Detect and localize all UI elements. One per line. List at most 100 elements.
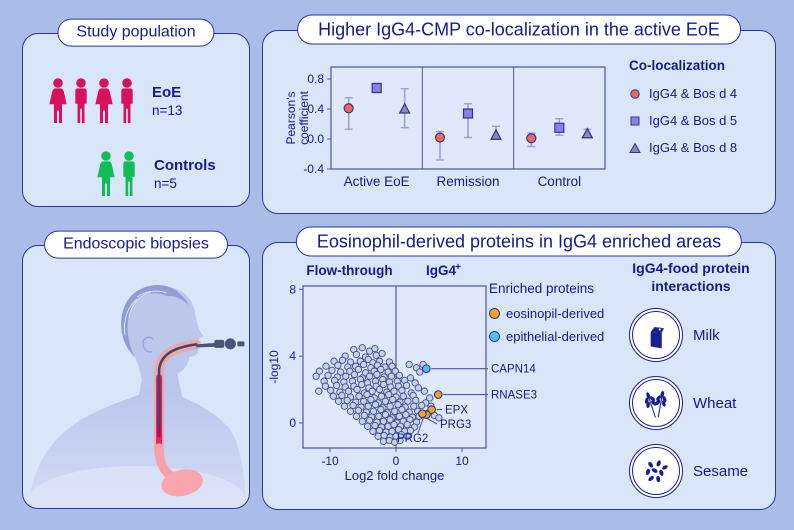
food-heading-line2: interactions xyxy=(651,278,731,295)
legend-item-epithelial: epithelial-derived xyxy=(489,329,604,344)
colocalization-title-pill: Higher IgG4-CMP co-localization in the a… xyxy=(297,14,741,45)
endoscopy-illustration-svg xyxy=(28,285,247,507)
biopsies-title-pill: Endoscopic biopsies xyxy=(44,230,228,259)
svg-text:0: 0 xyxy=(289,416,296,430)
proteomics-title-pill: Eosinophil-derived proteins in IgG4 enri… xyxy=(295,226,743,257)
legend-item-bos-d4: IgG4 & Bos d 4 xyxy=(629,87,737,101)
eoe-group-text: EoE n=13 xyxy=(152,84,182,118)
enriched-proteins-legend: Enriched proteins eosinopil-derived epit… xyxy=(489,281,604,344)
svg-text:Flow-through: Flow-through xyxy=(306,263,392,278)
legend-label-bos-d4: IgG4 & Bos d 4 xyxy=(649,86,738,101)
legend-item-bos-d5: IgG4 & Bos d 5 xyxy=(629,114,737,128)
colocalization-panel: Higher IgG4-CMP co-localization in the a… xyxy=(262,14,776,214)
svg-text:coefficient: coefficient xyxy=(297,90,311,144)
biopsies-title: Endoscopic biopsies xyxy=(63,235,209,253)
controls-group-row: Controls n=5 xyxy=(47,151,249,197)
food-item-sesame: Sesame xyxy=(629,444,767,499)
controls-figures xyxy=(95,151,141,197)
proteomics-panel: Eosinophil-derived proteins in IgG4 enri… xyxy=(262,226,776,510)
endoscopic-biopsies-panel: Endoscopic biopsies xyxy=(22,230,250,509)
legend-label-bos-d5: IgG4 & Bos d 5 xyxy=(649,113,738,128)
triangle-marker-icon xyxy=(629,142,641,154)
svg-text:10: 10 xyxy=(455,454,469,468)
endoscope-tube xyxy=(157,343,198,429)
milk-icon xyxy=(629,308,683,363)
blue-dot-icon xyxy=(489,331,500,342)
food-label-milk: Milk xyxy=(693,326,720,344)
food-item-milk: Milk xyxy=(629,308,767,363)
orange-dot-icon xyxy=(489,308,500,319)
svg-text:0: 0 xyxy=(393,454,400,468)
person-silhouette xyxy=(28,285,247,507)
svg-text:8: 8 xyxy=(289,282,296,296)
sesame-icon xyxy=(629,444,683,499)
series-markers xyxy=(343,82,594,144)
colocalization-legend: Co-localization IgG4 & Bos d 4 IgG4 & Bo… xyxy=(629,58,737,155)
svg-text:Control: Control xyxy=(538,174,582,189)
study-population-title-pill: Study population xyxy=(57,18,215,47)
pearson-plot-area: 0.8 0.4 0.0 -0.4 Pearson's coefficient Active … xyxy=(285,66,606,189)
svg-text:PRG3: PRG3 xyxy=(440,419,471,431)
colocalization-legend-title: Co-localization xyxy=(629,58,726,73)
volcano-highlighted-points: CAPN14 RNASE3 EPX PRG3 PRG2 xyxy=(397,364,537,445)
study-population-panel: Study population EoE n=13 Controls n=5 xyxy=(22,18,250,207)
svg-text:RNASE3: RNASE3 xyxy=(491,390,537,402)
study-population-content: EoE n=13 Controls n=5 xyxy=(23,34,249,206)
wheat-icon xyxy=(629,376,683,431)
female-person-icon xyxy=(97,151,115,196)
svg-text:-10: -10 xyxy=(321,454,339,468)
pearson-coefficient-chart: 0.8 0.4 0.0 -0.4 Pearson's coefficient Active … xyxy=(285,66,606,189)
male-person-icon xyxy=(75,78,87,123)
eoe-label: EoE xyxy=(152,84,182,101)
svg-text:-0.4: -0.4 xyxy=(303,162,324,176)
svg-text:Active EoE: Active EoE xyxy=(344,174,410,189)
stomach xyxy=(161,469,203,497)
svg-text:Log2 fold change: Log2 fold change xyxy=(345,468,445,483)
eoe-count: n=13 xyxy=(152,103,183,118)
svg-text:CAPN14: CAPN14 xyxy=(491,364,536,376)
food-interactions-heading: IgG4-food protein interactions xyxy=(615,259,767,295)
svg-text:Pearson's: Pearson's xyxy=(285,92,298,145)
food-interactions-column: IgG4-food protein interactions Milk xyxy=(615,259,767,499)
eoe-figures xyxy=(47,78,139,124)
controls-group-text: Controls n=5 xyxy=(154,157,216,191)
svg-text:4: 4 xyxy=(289,349,296,363)
enriched-proteins-legend-title: Enriched proteins xyxy=(489,281,595,296)
food-label-sesame: Sesame xyxy=(693,462,749,480)
svg-text:EPX: EPX xyxy=(445,405,468,417)
esophagus xyxy=(154,339,203,497)
endoscopy-illustration xyxy=(24,247,248,507)
colocalization-title: Higher IgG4-CMP co-localization in the a… xyxy=(318,19,720,39)
food-item-wheat: Wheat xyxy=(629,376,767,431)
svg-text:PRG2: PRG2 xyxy=(397,433,428,445)
male-person-icon xyxy=(121,78,133,123)
proteomics-title: Eosinophil-derived proteins in IgG4 enri… xyxy=(316,231,722,251)
food-label-wheat: Wheat xyxy=(693,394,737,412)
svg-text:+: + xyxy=(455,262,461,273)
controls-count: n=5 xyxy=(154,176,177,191)
svg-text:0.8: 0.8 xyxy=(307,72,324,86)
square-marker-icon xyxy=(629,115,641,127)
legend-item-bos-d8: IgG4 & Bos d 8 xyxy=(629,141,737,155)
legend-label-epithelial: epithelial-derived xyxy=(506,329,605,344)
volcano-plot-area: Flow-through IgG4 +0 4 8 -10 0 10 Log2 fold chan… xyxy=(269,262,537,483)
endoscope-icon xyxy=(196,338,245,350)
legend-item-eosinophil: eosinopil-derived xyxy=(489,306,604,321)
female-person-icon xyxy=(95,78,113,123)
svg-text:-log10: -log10 xyxy=(269,350,281,384)
food-heading-line1: IgG4-food protein xyxy=(632,260,750,276)
volcano-background-points xyxy=(312,344,443,446)
volcano-plot-chart: Flow-through IgG4 +0 4 8 -10 0 10 Log2 fold chan… xyxy=(269,262,537,483)
study-population-title: Study population xyxy=(76,23,196,41)
eoe-group-row: EoE n=13 xyxy=(47,78,249,124)
male-person-icon xyxy=(123,151,135,196)
svg-text:0.4: 0.4 xyxy=(307,102,324,116)
female-person-icon xyxy=(49,78,67,123)
legend-label-bos-d8: IgG4 & Bos d 8 xyxy=(649,140,738,155)
circle-marker-icon xyxy=(629,88,641,100)
legend-label-eosinophil: eosinopil-derived xyxy=(506,306,605,321)
svg-text:Remission: Remission xyxy=(436,174,499,189)
ear-outline xyxy=(142,336,154,353)
svg-text:0.0: 0.0 xyxy=(307,132,324,146)
